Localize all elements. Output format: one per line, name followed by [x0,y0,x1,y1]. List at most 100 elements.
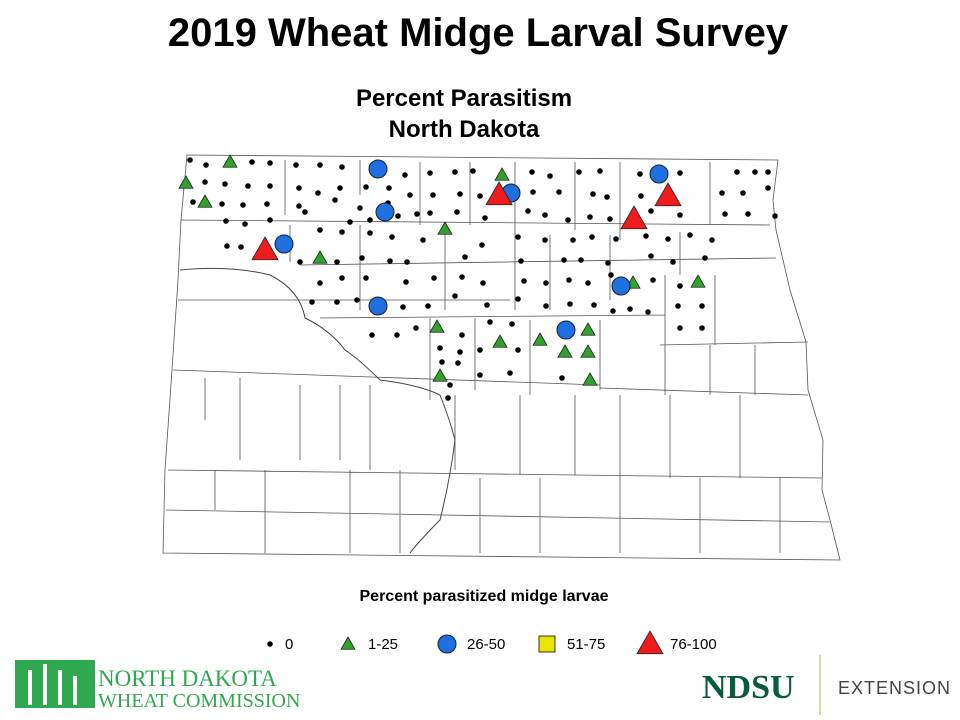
site-marker [354,297,360,303]
logo-text: EXTENSION [838,678,951,698]
site-marker [484,302,490,308]
site-marker [394,332,400,338]
site-marker [576,169,582,175]
site-marker [582,372,598,386]
site-marker [636,630,664,655]
site-marker [339,275,345,281]
site-marker [452,169,458,175]
site-marker [427,210,433,216]
site-marker [578,257,584,263]
site-marker [359,255,365,261]
site-marker [368,159,388,179]
legend-label: 76-100 [670,636,717,653]
site-marker [297,259,303,265]
site-marker [620,205,648,230]
site-marker [654,182,682,207]
site-marker [369,332,375,338]
site-marker [339,164,345,170]
site-marker [677,283,683,289]
site-marker [420,237,426,243]
title: 2019 Wheat Midge Larval Survey [168,11,789,55]
site-marker [543,280,549,286]
site-marker [637,171,643,177]
site-marker [547,173,553,179]
sample-sites [178,154,778,401]
site-marker [190,199,196,205]
site-marker [219,201,225,207]
site-marker [638,193,644,199]
site-marker [470,168,476,174]
logo-text: NORTH DAKOTA [98,666,277,691]
site-marker [765,185,771,191]
site-marker [332,197,338,203]
site-marker [610,308,616,314]
site-marker [570,237,576,243]
site-marker [521,278,527,284]
site-marker [395,213,401,219]
site-marker [607,216,613,222]
site-marker [485,181,513,206]
site-marker [525,208,531,214]
site-marker [339,229,345,235]
site-marker [317,162,323,168]
site-marker [367,230,373,236]
site-marker [357,205,363,211]
site-marker [515,296,521,302]
site-marker [414,211,420,217]
site-marker [457,191,463,197]
site-marker [457,349,463,355]
site-marker [645,309,651,315]
site-marker [296,185,302,191]
site-marker [187,157,193,163]
site-marker [670,259,676,265]
site-marker [245,183,251,189]
site-marker [202,179,208,185]
site-marker [267,183,273,189]
site-marker [437,221,453,235]
site-marker [556,189,562,195]
site-marker [648,208,654,214]
legend-label: 51-75 [567,636,605,653]
site-marker [432,368,448,382]
site-marker [556,320,576,340]
site-marker [515,347,521,353]
site-marker [702,255,708,261]
site-marker [494,167,510,181]
site-marker [240,202,246,208]
site-marker [249,159,255,165]
site-marker [509,321,515,327]
site-marker [480,280,486,286]
site-marker [772,213,778,219]
site-marker [389,234,395,240]
site-marker [312,250,328,264]
site-marker [565,217,571,223]
site-marker [427,170,433,176]
site-marker [709,237,715,243]
site-marker [334,299,340,305]
site-marker [559,375,565,381]
legend-label: 0 [285,636,293,653]
site-marker [368,296,388,316]
site-marker [413,325,419,331]
site-marker [530,189,536,195]
site-marker [452,293,458,299]
site-marker [699,303,705,309]
site-marker [437,634,457,654]
site-marker [197,194,213,208]
site-marker [722,211,728,217]
site-marker [627,306,633,312]
site-marker [203,162,209,168]
site-marker [613,236,619,242]
site-marker [437,345,443,351]
site-marker [765,169,771,175]
subtitle: Percent Parasitism [356,85,572,112]
site-marker [264,201,270,207]
site-marker [459,274,465,280]
site-marker [222,181,228,187]
site-marker [719,190,725,196]
site-marker [542,212,548,218]
site-marker [224,243,230,249]
site-marker [407,192,413,198]
site-marker [447,382,453,388]
site-marker [317,227,323,233]
